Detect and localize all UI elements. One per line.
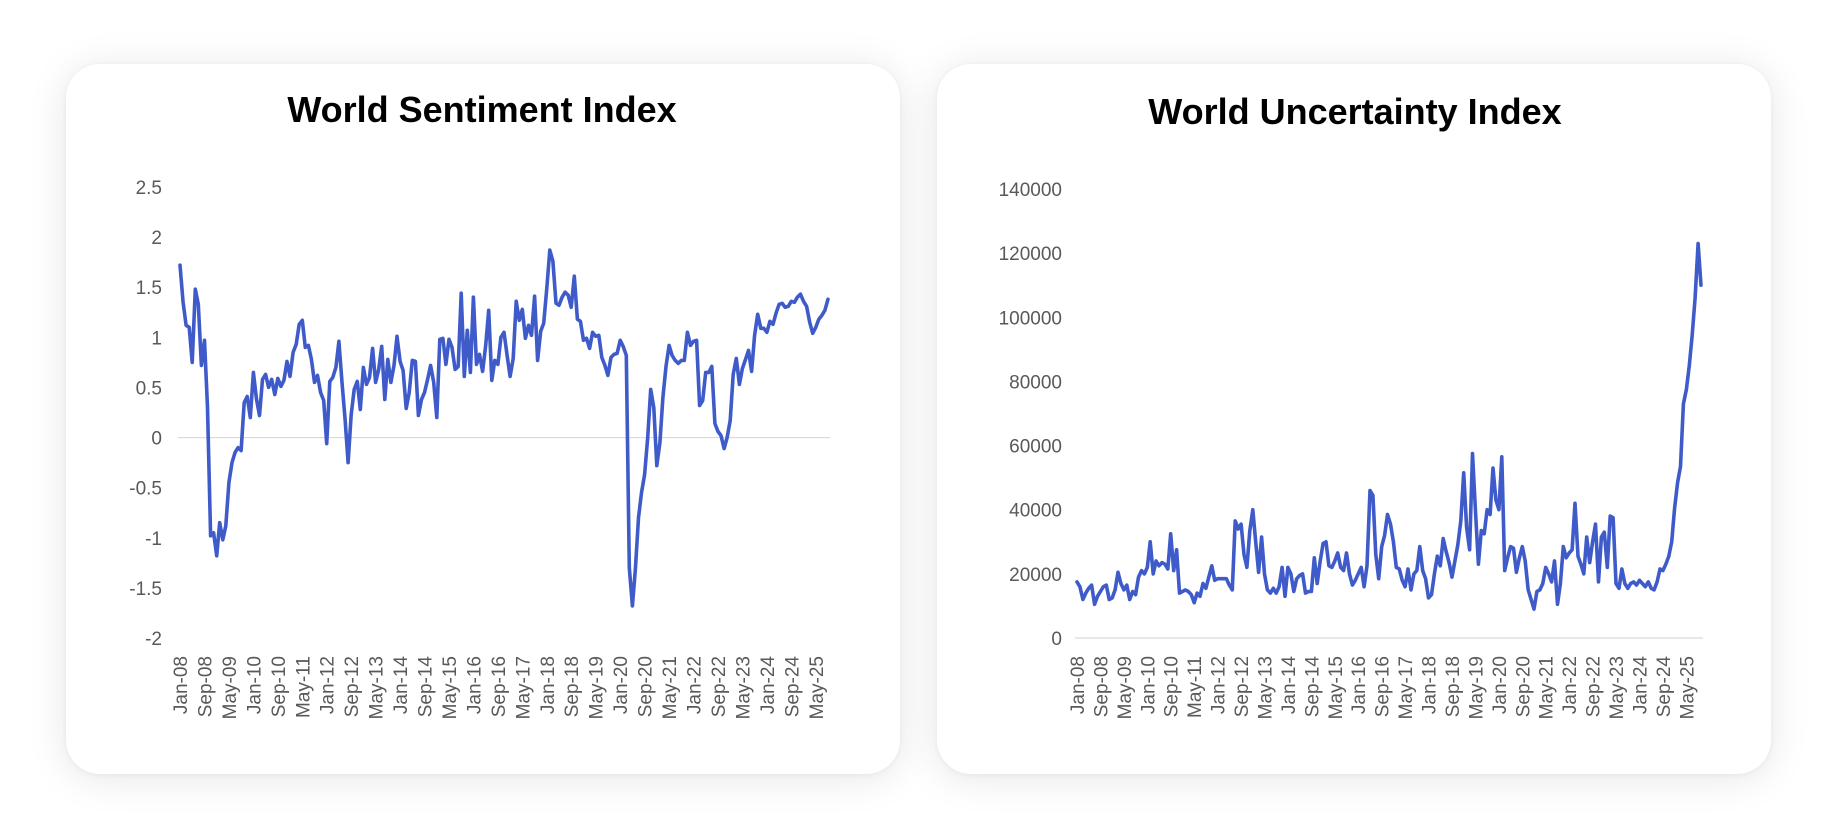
x-tick-label: Sep-18 <box>562 656 583 717</box>
x-tick-label: Jan-20 <box>1490 656 1511 714</box>
x-tick-label: May-21 <box>1537 656 1558 719</box>
plot-area <box>1075 241 1703 611</box>
chart-title: World Uncertainty Index <box>1148 91 1561 132</box>
x-tick-label: May-25 <box>1677 656 1698 719</box>
x-tick-label: May-15 <box>1326 656 1347 719</box>
x-axis-ticks: Jan-08 Sep-08 May-09 Jan-10 Sep-10 May-11 Jan-… <box>171 656 828 720</box>
x-tick-label: Sep-16 <box>489 656 510 717</box>
x-tick-label: May-17 <box>1396 656 1417 719</box>
y-tick-label: 100000 <box>999 308 1062 329</box>
y-tick-label: 60000 <box>1009 437 1062 458</box>
x-tick-label: Sep-24 <box>782 656 803 718</box>
x-tick-label: May-11 <box>1185 656 1206 718</box>
x-tick-label: Jan-10 <box>244 656 265 714</box>
x-tick-label: May-19 <box>587 656 608 719</box>
x-tick-label: Jan-14 <box>391 656 412 715</box>
x-tick-label: May-19 <box>1466 656 1487 719</box>
x-tick-label: Jan-16 <box>464 656 485 714</box>
x-tick-label: May-13 <box>367 656 388 719</box>
x-tick-label: Jan-20 <box>611 656 632 714</box>
x-tick-label: Sep-24 <box>1654 656 1675 718</box>
x-tick-label: Jan-08 <box>1068 656 1089 714</box>
y-tick-label: 40000 <box>1009 501 1062 522</box>
x-tick-label: Jan-18 <box>538 656 559 714</box>
x-tick-label: Jan-16 <box>1349 656 1370 714</box>
x-tick-label: Jan-10 <box>1138 656 1159 714</box>
x-tick-label: Sep-20 <box>636 656 657 717</box>
x-tick-label: Sep-14 <box>416 656 437 718</box>
x-tick-label: Sep-14 <box>1302 656 1323 718</box>
x-tick-label: Sep-12 <box>342 656 363 717</box>
x-tick-label: Jan-12 <box>318 656 339 714</box>
y-tick-label: 2 <box>151 228 162 249</box>
y-tick-label: 1.5 <box>136 278 162 299</box>
uncertainty-line-chart: World Uncertainty Index 140000 120000 1000… <box>999 91 1703 720</box>
x-tick-label: Sep-22 <box>709 656 730 717</box>
x-tick-label: Jan-08 <box>171 656 192 714</box>
y-axis-ticks: 2.5 2 1.5 1 0.5 0 -0.5 -1 -1.5 -2 <box>129 178 162 650</box>
y-tick-label: -0.5 <box>129 479 162 500</box>
y-axis-ticks: 140000 120000 100000 80000 60000 40000 20000 0 <box>999 180 1062 650</box>
x-tick-label: Sep-08 <box>1091 656 1112 717</box>
sentiment-chart-card: World Sentiment Index 2.5 2 1.5 1 0.5 0 -0.5 -1… <box>66 64 900 774</box>
x-tick-label: Jan-18 <box>1420 656 1441 714</box>
x-tick-label: Jan-14 <box>1279 656 1300 715</box>
x-tick-label: Sep-18 <box>1443 656 1464 717</box>
y-tick-label: 140000 <box>999 180 1062 201</box>
x-tick-label: Jan-22 <box>1560 656 1581 714</box>
series-line <box>178 248 830 608</box>
x-tick-label: Sep-16 <box>1373 656 1394 717</box>
y-tick-label: 0.5 <box>136 378 162 399</box>
x-tick-label: Jan-24 <box>758 656 779 715</box>
x-tick-label: May-15 <box>440 656 461 719</box>
x-tick-label: Sep-20 <box>1513 656 1534 717</box>
y-tick-label: 20000 <box>1009 565 1062 586</box>
y-tick-label: 0 <box>1051 629 1062 650</box>
y-tick-label: -2 <box>145 629 162 650</box>
y-tick-label: 2.5 <box>136 178 162 199</box>
chart-title: World Sentiment Index <box>287 89 676 130</box>
x-tick-label: May-09 <box>220 656 241 719</box>
sentiment-line-chart: World Sentiment Index 2.5 2 1.5 1 0.5 0 -0.5 -1… <box>129 89 830 720</box>
x-tick-label: May-09 <box>1115 656 1136 719</box>
y-tick-label: 120000 <box>999 244 1062 265</box>
y-tick-label: 1 <box>151 328 162 349</box>
x-tick-label: Jan-12 <box>1209 656 1230 714</box>
x-tick-label: Sep-10 <box>1162 656 1183 717</box>
x-tick-label: Sep-08 <box>195 656 216 717</box>
x-tick-label: Sep-22 <box>1584 656 1605 717</box>
series-line <box>1075 241 1703 611</box>
uncertainty-chart-card: World Uncertainty Index 140000 120000 1000… <box>937 64 1771 774</box>
x-tick-label: Jan-24 <box>1630 656 1651 715</box>
x-axis-ticks: Jan-08 Sep-08 May-09 Jan-10 Sep-10 May-11 Jan-… <box>1068 656 1698 720</box>
y-tick-label: -1.5 <box>129 579 162 600</box>
x-tick-label: May-25 <box>807 656 828 719</box>
x-tick-label: May-23 <box>1607 656 1628 719</box>
x-tick-label: May-17 <box>513 656 534 719</box>
x-tick-label: May-21 <box>660 656 681 719</box>
y-tick-label: -1 <box>145 529 162 550</box>
x-tick-label: Jan-22 <box>685 656 706 714</box>
x-tick-label: May-13 <box>1255 656 1276 719</box>
x-tick-label: May-23 <box>733 656 754 719</box>
x-tick-label: Sep-12 <box>1232 656 1253 717</box>
x-tick-label: Sep-10 <box>269 656 290 717</box>
plot-area <box>178 248 830 608</box>
y-tick-label: 80000 <box>1009 372 1062 393</box>
x-tick-label: May-11 <box>293 656 314 718</box>
y-tick-label: 0 <box>151 429 162 450</box>
